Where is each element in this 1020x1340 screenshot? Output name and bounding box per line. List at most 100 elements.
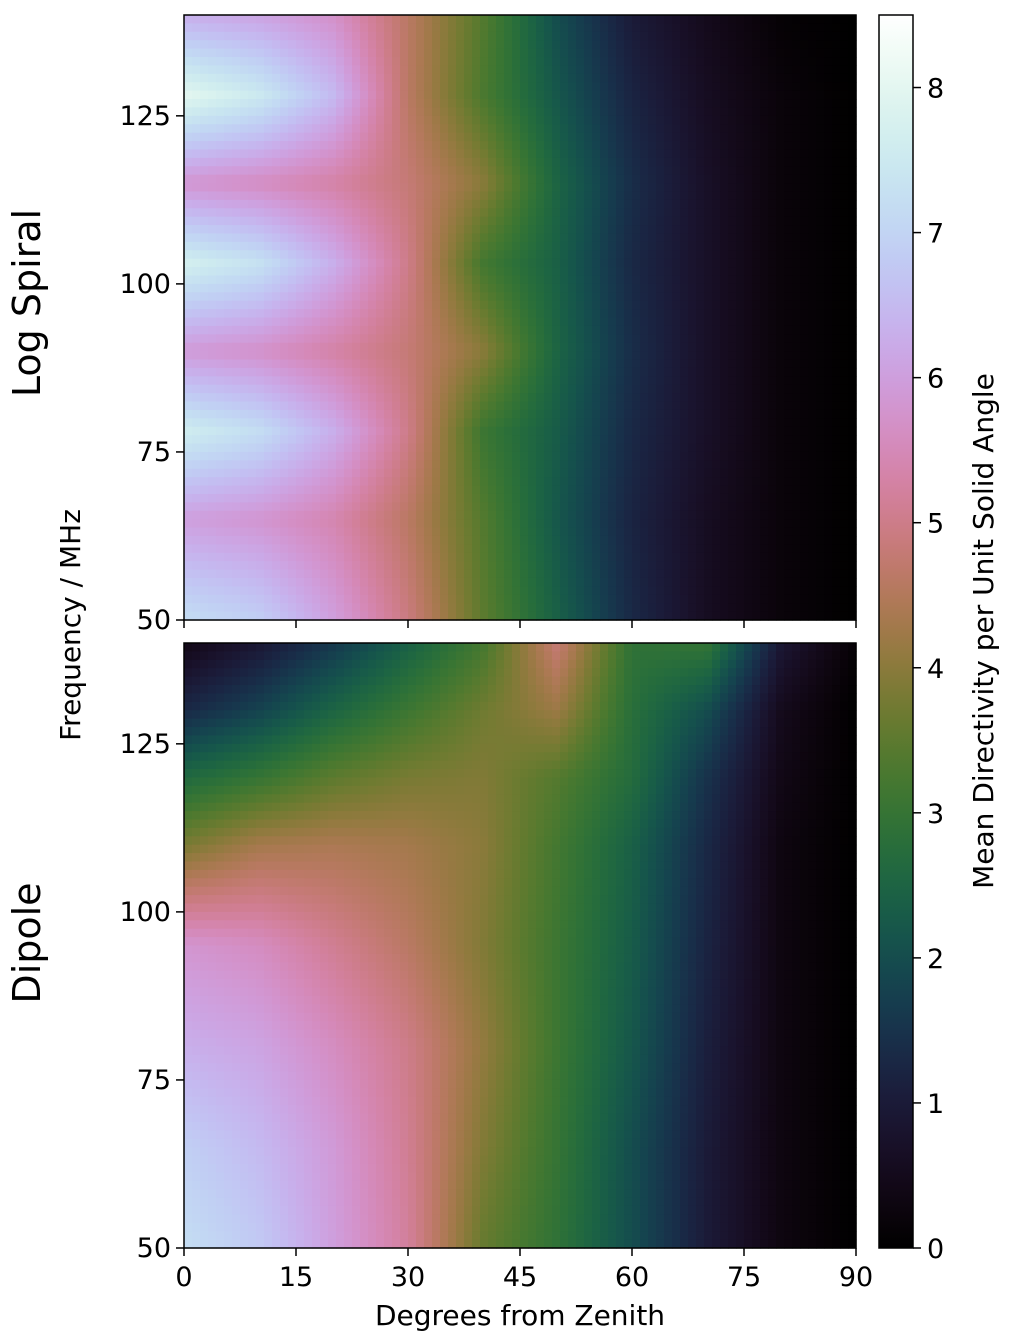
heatmap-cell: [680, 208, 689, 218]
heatmap-cell: [296, 283, 305, 293]
heatmap-cell: [536, 351, 545, 361]
heatmap-cell: [280, 183, 289, 193]
heatmap-cell: [552, 418, 561, 428]
heatmap-cell: [440, 376, 449, 386]
heatmap-cell: [384, 216, 393, 226]
heatmap-cell: [688, 283, 697, 293]
heatmap-cell: [640, 460, 649, 470]
heatmap-cell: [752, 258, 761, 268]
heatmap-cell: [328, 283, 337, 293]
heatmap-cell: [232, 216, 241, 226]
heatmap-cell: [616, 183, 625, 193]
heatmap-cell: [712, 325, 721, 335]
heatmap-cell: [696, 325, 705, 335]
heatmap-cell: [672, 258, 681, 268]
heatmap-cell: [624, 216, 633, 226]
heatmap-cell: [184, 157, 193, 167]
heatmap-cell: [512, 451, 521, 461]
heatmap-cell: [728, 250, 737, 260]
heatmap-cell: [504, 460, 513, 470]
heatmap-cell: [504, 124, 513, 134]
heatmap-cell: [584, 40, 593, 50]
heatmap-cell: [696, 23, 705, 33]
heatmap-cell: [464, 258, 473, 268]
heatmap-cell: [264, 409, 273, 419]
heatmap-cell: [272, 115, 281, 125]
heatmap-cell: [784, 367, 793, 377]
heatmap-cell: [512, 292, 521, 302]
heatmap-cell: [312, 384, 321, 394]
heatmap-cell: [384, 132, 393, 142]
heatmap-cell: [488, 275, 497, 285]
heatmap-cell: [696, 342, 705, 352]
heatmap-cell: [288, 485, 297, 495]
heatmap-cell: [360, 141, 369, 151]
heatmap-cell: [256, 502, 265, 512]
heatmap-cell: [808, 115, 817, 125]
heatmap-cell: [448, 216, 457, 226]
heatmap-cell: [752, 300, 761, 310]
heatmap-cell: [640, 367, 649, 377]
heatmap-cell: [696, 283, 705, 293]
heatmap-cell: [784, 401, 793, 411]
heatmap-cell: [656, 216, 665, 226]
heatmap-cell: [408, 351, 417, 361]
heatmap-cell: [720, 216, 729, 226]
heatmap-cell: [360, 183, 369, 193]
heatmap-cell: [304, 65, 313, 75]
heatmap-cell: [496, 82, 505, 92]
heatmap-cell: [728, 258, 737, 268]
heatmap-cell: [256, 409, 265, 419]
heatmap-cell: [528, 65, 537, 75]
heatmap-cell: [400, 241, 409, 251]
heatmap-cell: [560, 325, 569, 335]
heatmap-cell: [744, 384, 753, 394]
heatmap-cell: [320, 300, 329, 310]
heatmap-cell: [584, 351, 593, 361]
heatmap-cell: [264, 166, 273, 176]
heatmap-cell: [416, 115, 425, 125]
heatmap-cell: [272, 384, 281, 394]
heatmap-cell: [296, 23, 305, 33]
heatmap-cell: [360, 57, 369, 67]
heatmap-cell: [672, 435, 681, 445]
heatmap-cell: [632, 460, 641, 470]
heatmap-cell: [408, 73, 417, 83]
heatmap-cell: [552, 149, 561, 159]
heatmap-cell: [296, 384, 305, 394]
heatmap-cell: [256, 115, 265, 125]
heatmap-cell: [728, 199, 737, 209]
heatmap-cell: [312, 309, 321, 319]
heatmap-cell: [768, 149, 777, 159]
heatmap-cell: [496, 502, 505, 512]
heatmap-cell: [800, 90, 809, 100]
heatmap-cell: [576, 82, 585, 92]
heatmap-cell: [520, 409, 529, 419]
heatmap-cell: [256, 99, 265, 109]
heatmap-cell: [808, 376, 817, 386]
heatmap-cell: [792, 367, 801, 377]
heatmap-cell: [560, 107, 569, 117]
heatmap-cell: [728, 317, 737, 327]
heatmap-cell: [560, 149, 569, 159]
heatmap-cell: [680, 191, 689, 201]
heatmap-cell: [640, 15, 649, 24]
heatmap-cell: [264, 418, 273, 428]
heatmap-cell: [184, 174, 193, 184]
heatmap-cell: [184, 367, 193, 377]
heatmap-cell: [504, 191, 513, 201]
heatmap-cell: [584, 443, 593, 453]
heatmap-cell: [200, 451, 209, 461]
heatmap-cell: [656, 359, 665, 369]
heatmap-cell: [264, 468, 273, 478]
heatmap-cell: [720, 426, 729, 436]
heatmap-cell: [328, 258, 337, 268]
heatmap-cell: [776, 460, 785, 470]
heatmap-cell: [376, 191, 385, 201]
heatmap-cell: [536, 57, 545, 67]
heatmap-cell: [528, 233, 537, 243]
heatmap-cell: [656, 376, 665, 386]
heatmap-cell: [560, 460, 569, 470]
heatmap-cell: [736, 435, 745, 445]
heatmap-cell: [248, 199, 257, 209]
